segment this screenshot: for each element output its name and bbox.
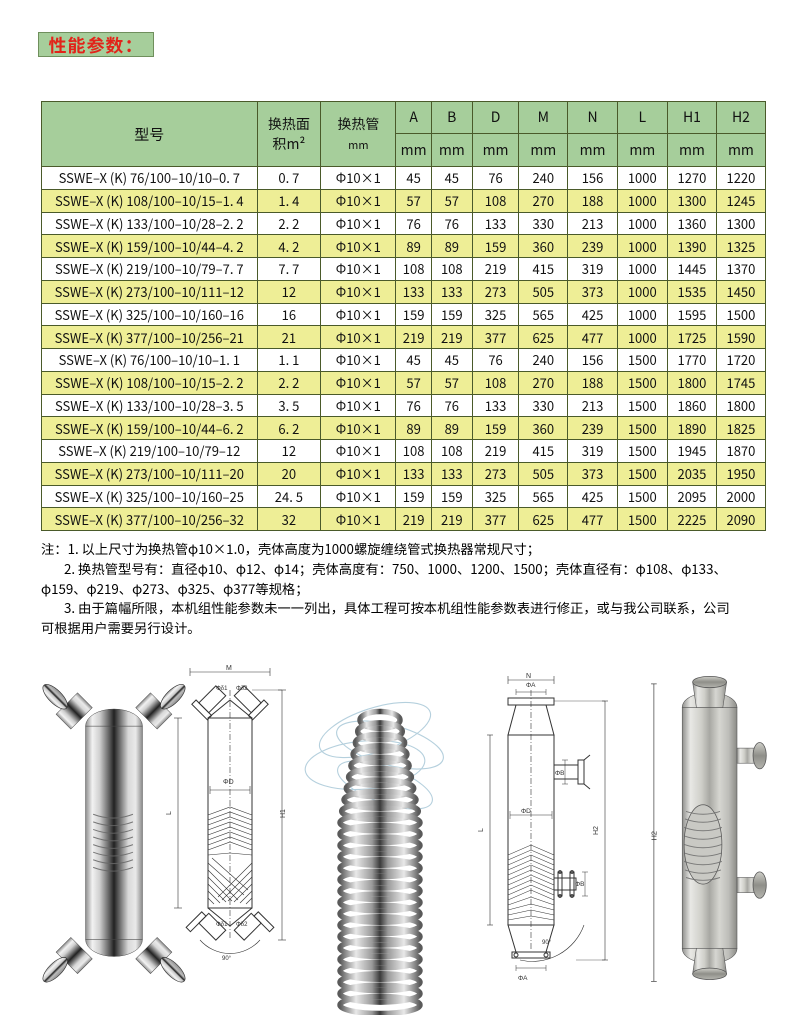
- svg-text:L: L: [478, 828, 485, 832]
- svg-text:L: L: [166, 811, 173, 815]
- svg-text:Φδ2: Φδ2: [236, 922, 248, 928]
- svg-text:ΦB: ΦB: [555, 770, 565, 777]
- svg-text:ΦA: ΦA: [518, 975, 528, 982]
- svg-text:Φδ1: Φδ1: [216, 922, 228, 928]
- svg-text:H2: H2: [593, 826, 600, 835]
- svg-text:H1: H1: [280, 809, 287, 818]
- svg-text:Φδ2: Φδ2: [236, 686, 248, 692]
- svg-text:ΦD: ΦD: [521, 808, 531, 815]
- svg-text:90°: 90°: [542, 940, 552, 946]
- svg-text:N: N: [526, 673, 531, 680]
- svg-text:ΦB: ΦB: [575, 881, 585, 888]
- svg-text:90°: 90°: [222, 956, 232, 962]
- svg-text:ΦA: ΦA: [526, 682, 536, 689]
- svg-text:ΦD: ΦD: [223, 779, 234, 786]
- svg-text:M: M: [226, 665, 232, 672]
- svg-text:H2: H2: [650, 831, 659, 841]
- svg-text:Φδ1: Φδ1: [216, 686, 228, 692]
